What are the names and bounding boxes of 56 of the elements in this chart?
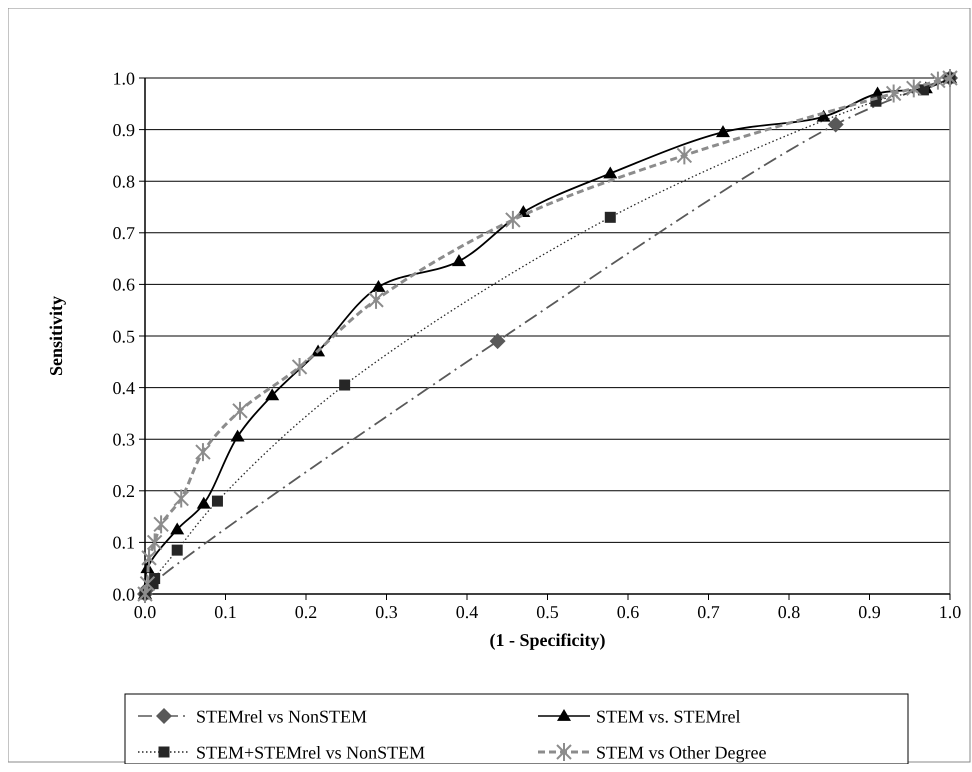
point bbox=[452, 254, 466, 266]
point bbox=[716, 125, 730, 138]
y-tick-label: 0.3 bbox=[112, 430, 135, 450]
point bbox=[603, 166, 618, 178]
y-tick-label: 0.7 bbox=[112, 223, 135, 244]
y-tick-label: 0.4 bbox=[112, 378, 135, 398]
point bbox=[906, 78, 922, 98]
x-tick-label: 0.6 bbox=[616, 602, 640, 622]
legend-label: STEMrel vs NonSTEM bbox=[196, 706, 367, 726]
x-tick-label: 0.5 bbox=[536, 602, 559, 622]
x-tick-label: 1.0 bbox=[938, 602, 962, 622]
point bbox=[170, 522, 184, 534]
point bbox=[676, 145, 692, 166]
x-tick-label: 0.8 bbox=[778, 602, 800, 622]
y-tick-label: 0.1 bbox=[112, 532, 135, 553]
point bbox=[141, 548, 158, 568]
y-tick-label: 0.6 bbox=[112, 274, 135, 295]
x-axis-title: (1 - Specificity) bbox=[490, 630, 606, 650]
x-tick-label: 0.4 bbox=[456, 602, 478, 622]
point bbox=[232, 400, 248, 421]
x-tick-label: 0.3 bbox=[375, 602, 398, 622]
point bbox=[339, 380, 350, 391]
point bbox=[368, 290, 384, 310]
y-tick-label: 0.0 bbox=[112, 584, 135, 604]
point bbox=[196, 496, 211, 509]
point bbox=[604, 212, 616, 223]
x-tick-label: 0.7 bbox=[697, 602, 720, 622]
point bbox=[886, 83, 902, 104]
point bbox=[172, 544, 183, 556]
point bbox=[139, 574, 156, 594]
y-tick-label: 0.9 bbox=[112, 120, 135, 140]
point bbox=[504, 210, 521, 230]
point bbox=[146, 532, 163, 552]
y-tick-label: 1.0 bbox=[112, 68, 135, 88]
x-tick-label: 0.9 bbox=[858, 602, 881, 622]
point bbox=[265, 388, 280, 400]
y-axis-title: Sensitivity bbox=[46, 296, 66, 376]
point bbox=[230, 430, 245, 442]
y-tick-label: 0.2 bbox=[112, 481, 135, 502]
point bbox=[173, 488, 190, 509]
x-tick-label: 0.1 bbox=[214, 602, 237, 622]
point bbox=[490, 333, 506, 350]
point bbox=[828, 116, 844, 132]
y-tick-label: 0.8 bbox=[112, 172, 135, 192]
point bbox=[292, 356, 308, 377]
point bbox=[194, 442, 211, 462]
legend-label: STEM vs Other Degree bbox=[596, 742, 766, 762]
point bbox=[930, 70, 946, 91]
y-tick-label: 0.5 bbox=[112, 326, 135, 346]
x-tick-label: 0.2 bbox=[294, 602, 318, 622]
x-tick-label: 0.0 bbox=[134, 602, 156, 622]
legend-label: STEM vs. STEMrel bbox=[596, 706, 741, 726]
legend-label: STEM+STEMrel vs NonSTEM bbox=[196, 742, 426, 762]
point bbox=[212, 496, 223, 507]
point bbox=[153, 514, 170, 534]
point bbox=[371, 280, 386, 292]
